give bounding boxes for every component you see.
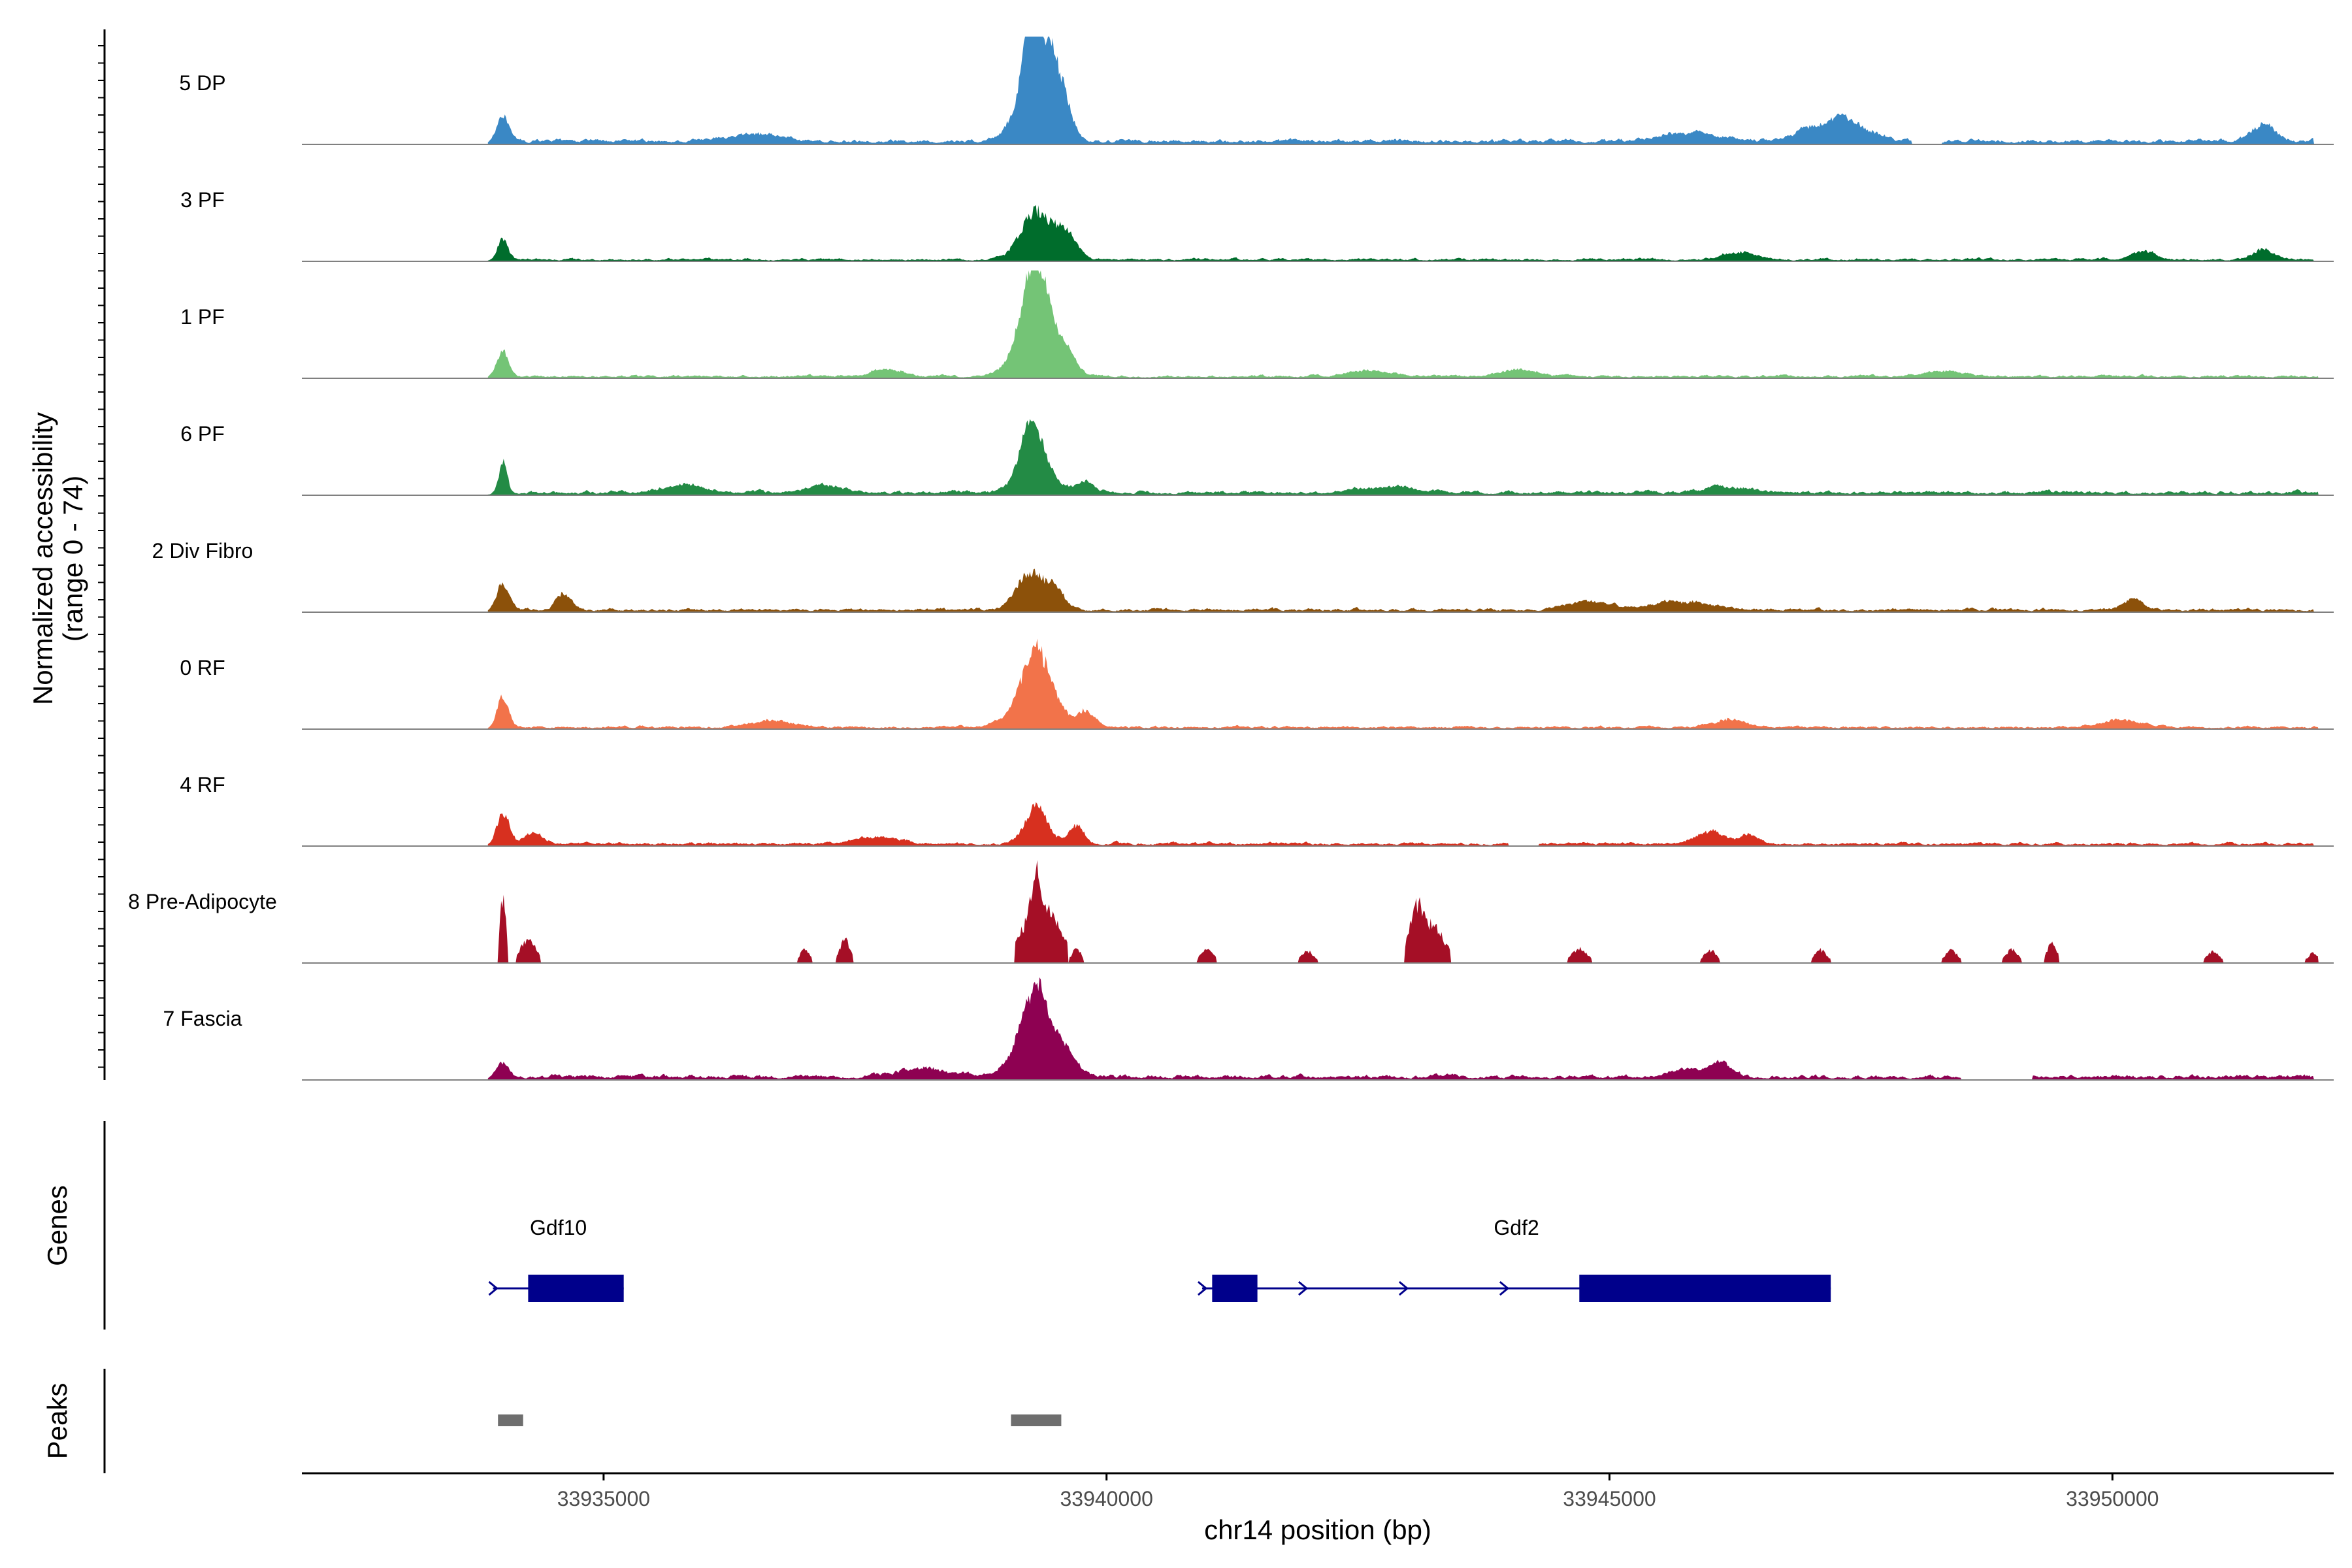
gene-name: Gdf10 (530, 1216, 587, 1239)
gene-gdf2: Gdf2 (1197, 1216, 1831, 1302)
track-label: 8 Pre-Adipocyte (128, 890, 277, 913)
strand-arrow (1197, 1281, 1208, 1296)
strand-arrow (1298, 1281, 1309, 1296)
gene-exon (1579, 1275, 1831, 1302)
coverage-area (487, 270, 2319, 378)
peak-regions (498, 1414, 1062, 1426)
track-1: 3 PF (180, 188, 2334, 262)
coverage-area (487, 204, 2319, 261)
track-label: 3 PF (180, 188, 225, 212)
coverage-area (487, 802, 2319, 846)
x-axis: 33935000 33940000 33945000 33950000 chr14 p… (302, 1472, 2334, 1545)
y-axis-ticks (98, 45, 105, 1068)
coverage-area (487, 638, 2319, 729)
gene-exon (528, 1275, 624, 1302)
gene-exon (1212, 1275, 1258, 1302)
x-tick-label: 33945000 (1563, 1487, 1656, 1511)
peak-region (1011, 1414, 1062, 1426)
track-label: 7 Fascia (163, 1007, 242, 1030)
y-axis-range: (range 0 - 74) (57, 476, 88, 642)
x-tick-label: 33935000 (557, 1487, 650, 1511)
coverage-area (487, 419, 2319, 495)
coverage-area (487, 37, 2319, 144)
track-8: 7 Fascia (163, 977, 2334, 1081)
track-2: 1 PF (180, 270, 2334, 379)
track-7: 8 Pre-Adipocyte (128, 860, 2334, 964)
track-label: 1 PF (180, 305, 225, 329)
strand-arrow (1499, 1281, 1510, 1296)
x-tick-label: 33950000 (2066, 1487, 2159, 1511)
x-axis-title: chr14 position (bp) (1204, 1514, 1431, 1545)
strand-arrow (1398, 1281, 1409, 1296)
x-tick-label: 33940000 (1060, 1487, 1152, 1511)
peaks-track-label: Peaks (42, 1383, 73, 1460)
track-5: 0 RF (180, 638, 2334, 730)
x-axis-ticks: 33935000 33940000 33945000 33950000 (557, 1473, 2159, 1511)
coverage-area (487, 568, 2319, 612)
track-6: 4 RF (180, 773, 2334, 847)
strand-arrow (488, 1281, 498, 1296)
gene-gdf10: Gdf10 (488, 1216, 624, 1302)
track-label: 6 PF (180, 422, 225, 446)
track-label: 2 Div Fibro (152, 539, 253, 563)
track-0: 5 DP (179, 37, 2334, 145)
gene-name: Gdf2 (1494, 1216, 1539, 1239)
track-3: 6 PF (180, 419, 2334, 496)
genes-track-label: Genes (42, 1185, 73, 1266)
peaks-track: Peaks (42, 1369, 1062, 1473)
track-label: 5 DP (179, 71, 225, 95)
coverage-area (487, 860, 2319, 963)
track-label: 0 RF (180, 656, 225, 679)
genes-track: Genes Gdf10 Gdf2 (42, 1121, 1831, 1330)
gene-models: Gdf10 Gdf2 (488, 1216, 1831, 1302)
track-label: 4 RF (180, 773, 225, 796)
track-4: 2 Div Fibro (152, 539, 2334, 613)
peak-region (498, 1414, 523, 1426)
coverage-area (487, 977, 2319, 1080)
y-axis: Normalized accessibility (range 0 - 74) (27, 29, 106, 1080)
coverage-tracks: 5 DP 3 PF 1 PF 6 PF 2 Div Fibro 0 RF 4 RF 8 Pre… (128, 37, 2334, 1081)
y-axis-title: Normalized accessibility (27, 412, 58, 705)
